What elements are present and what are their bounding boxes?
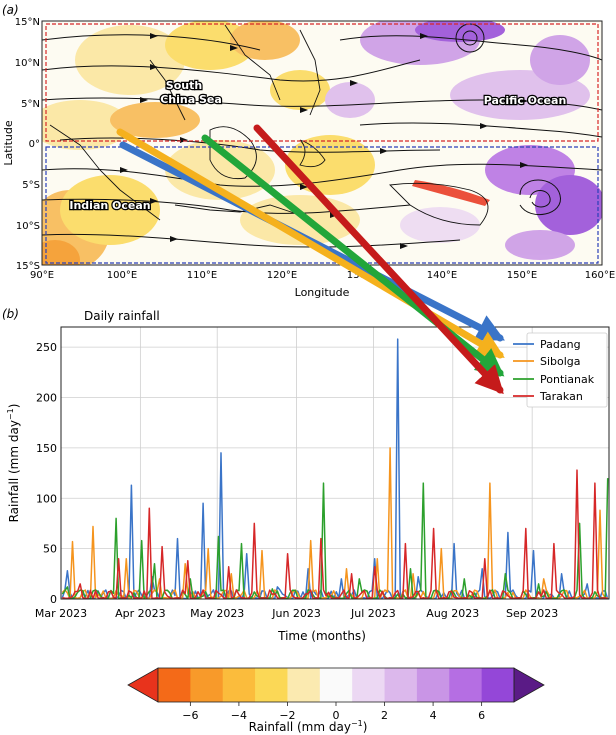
colorbar-tick: 4	[430, 709, 437, 722]
map-x-tick: 90°E	[30, 270, 54, 281]
map-x-ticks: 90°E 100°E 110°E 120°E 130°E 140°E 150°E…	[30, 270, 615, 281]
colorbar-tick: 6	[478, 709, 485, 722]
rain-x-tick: May 2023	[190, 607, 244, 620]
rain-y-tick: 150	[36, 442, 57, 455]
map-x-tick: 100°E	[107, 270, 137, 281]
rain-x-ticks: Mar 2023 Apr 2023 May 2023 Jun 2023 Jul 2023…	[35, 607, 558, 620]
map-x-tick: 160°E	[585, 270, 615, 281]
panel-a-label: (a)	[2, 3, 19, 17]
rain-x-tick: Jul 2023	[350, 607, 396, 620]
rain-y-ticks: 0 50 100 150 200 250	[36, 341, 57, 606]
colorbar-segment	[287, 668, 321, 702]
colorbar-extend-low	[127, 667, 159, 703]
rain-ylabel-text: Rainfall (mm day	[7, 420, 21, 522]
rain-x-tick: Mar 2023	[35, 607, 87, 620]
map-y-tick: 15°S	[16, 261, 40, 272]
map-x-tick: 110°E	[187, 270, 217, 281]
region-label-scs-1: South	[166, 79, 202, 92]
colorbar-tick: −2	[279, 709, 295, 722]
rain-y-tick: 200	[36, 392, 57, 405]
map-y-tick: 10°N	[15, 58, 40, 69]
rain-y-tick: 100	[36, 492, 57, 505]
plot-frame	[60, 326, 610, 600]
rainfall-anomaly-field	[42, 21, 602, 265]
colorbar-segment	[481, 668, 515, 702]
region-label-pacific: Pacific Ocean	[484, 94, 567, 107]
rainfall-title: Daily rainfall	[84, 309, 160, 323]
colorbar-segment	[222, 668, 256, 702]
map-x-tick: 140°E	[427, 270, 457, 281]
legend: Padang Sibolga Pontianak Tarakan	[513, 332, 608, 408]
rainfall-series	[61, 338, 609, 599]
map-ylabel: Latitude	[2, 120, 15, 166]
rain-xlabel: Time (months)	[277, 629, 366, 643]
map-x-tick: 120°E	[267, 270, 297, 281]
rain-ylabel-close: )	[7, 404, 21, 409]
arrow-tarakan	[253, 124, 504, 395]
map-x-tick: 150°E	[507, 270, 537, 281]
legend-label-tarakan: Tarakan	[539, 390, 583, 403]
region-label-scs-2: China Sea	[160, 93, 222, 106]
colorbar-tick: −6	[182, 709, 198, 722]
rain-x-tick: Jun 2023	[271, 607, 321, 620]
north-domain-box	[45, 23, 599, 142]
panel-b-label: (b)	[2, 307, 19, 321]
colorbar-label-close: )	[363, 720, 368, 734]
colorbar-tick: −4	[231, 709, 247, 722]
colorbar-segment	[416, 668, 450, 702]
colorbar: −6 −4 −2 0 2 4 6	[127, 667, 545, 722]
streamline-arrowheads	[120, 33, 528, 249]
map-y-tick: 5°S	[22, 180, 40, 191]
colorbar-tick: 2	[381, 709, 388, 722]
legend-label-pontianak: Pontianak	[540, 373, 595, 386]
station-connector-arrows	[116, 124, 505, 395]
colorbar-segment	[319, 668, 353, 702]
map-frame	[41, 20, 603, 266]
map-panel: South China Sea Pacific Ocean Indian Oce…	[42, 21, 602, 265]
colorbar-segment	[449, 668, 483, 702]
region-label-indian: Indian Ocean	[69, 199, 150, 212]
rain-x-tick: Apr 2023	[115, 607, 166, 620]
rainfall-plot	[60, 326, 610, 600]
south-domain-box	[45, 146, 599, 264]
map-y-ticks: 15°N 10°N 5°N 0° 5°S 10°S 15°S	[15, 17, 40, 272]
legend-label-padang: Padang	[540, 338, 581, 351]
map-y-tick: 5°N	[21, 99, 40, 110]
colorbar-segment	[384, 668, 418, 702]
colorbar-segment	[158, 668, 191, 702]
colorbar-segment	[255, 668, 288, 702]
rain-x-tick: Aug 2023	[426, 607, 479, 620]
colorbar-segment	[352, 668, 386, 702]
legend-label-sibolga: Sibolga	[540, 355, 581, 368]
colorbar-tick: 0	[333, 709, 340, 722]
map-y-tick: 10°S	[16, 221, 40, 232]
colorbar-extend-high	[513, 667, 545, 703]
rain-y-tick: 0	[50, 593, 57, 606]
rain-y-tick: 50	[43, 543, 57, 556]
rain-ylabel: Rainfall (mm day−1)	[6, 404, 21, 523]
series-line-tarakan	[62, 469, 608, 599]
rain-y-tick: 250	[36, 341, 57, 354]
rain-x-tick: Sep 2023	[506, 607, 558, 620]
colorbar-segment	[190, 668, 224, 702]
rain-ylabel-sup: −1	[6, 408, 15, 420]
colorbar-label-text: Rainfall (mm day	[249, 720, 351, 734]
colorbar-label-sup: −1	[351, 719, 363, 728]
map-y-tick: 15°N	[15, 17, 40, 28]
map-xlabel: Longitude	[295, 286, 350, 299]
coastlines	[49, 24, 489, 226]
map-y-tick: 0°	[29, 139, 40, 150]
colorbar-label: Rainfall (mm day−1)	[249, 719, 368, 734]
